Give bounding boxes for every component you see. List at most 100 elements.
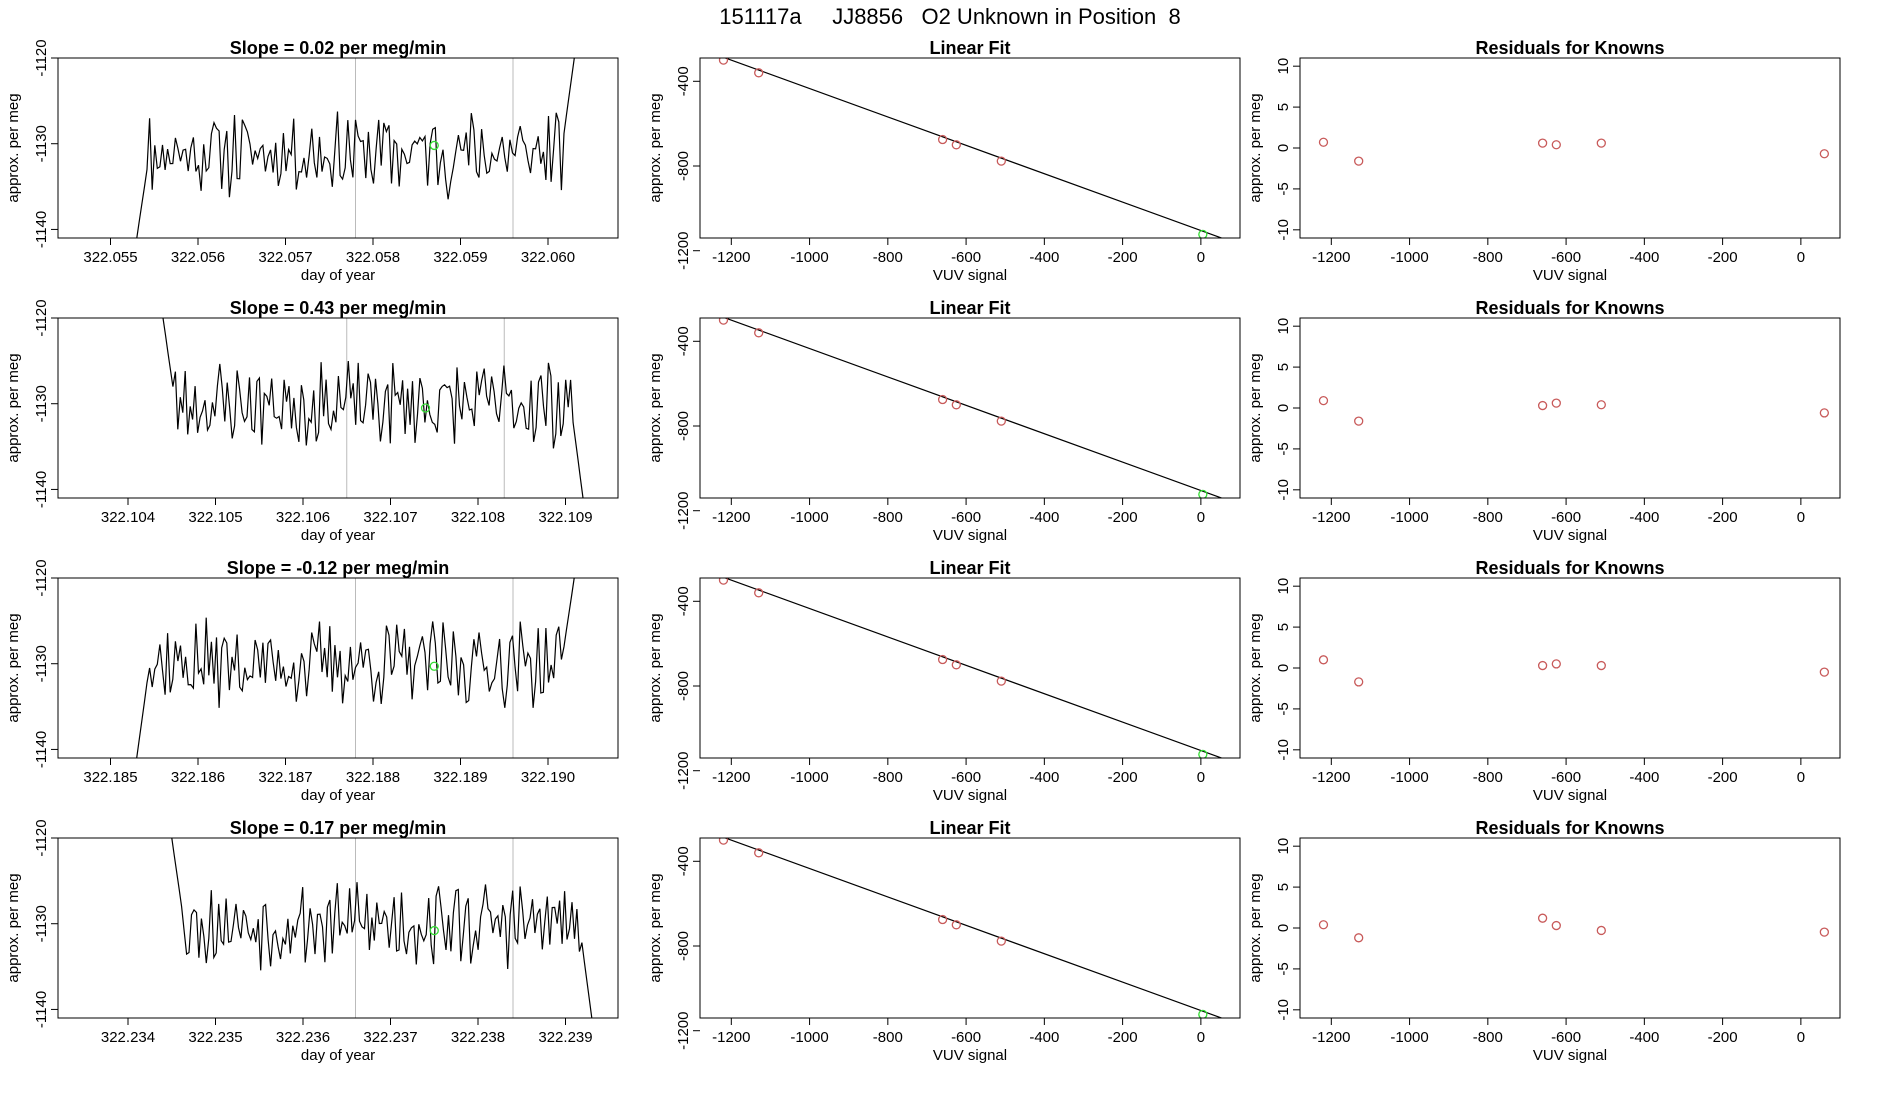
- y-axis-label: approx. per meg: [5, 873, 22, 982]
- x-tick-label: -800: [873, 769, 903, 786]
- y-tick-label: -1130: [33, 385, 50, 422]
- panel-title: Residuals for Knowns: [1475, 818, 1664, 838]
- y-axis-label: approx. per meg: [1247, 613, 1264, 722]
- x-tick-label: -1000: [790, 509, 828, 526]
- y-tick-label: 5: [1275, 623, 1292, 631]
- known-point: [1318, 395, 1329, 406]
- known-point: [1537, 660, 1548, 671]
- x-tick-label: 322.189: [433, 769, 487, 786]
- y-tick-label: -400: [675, 66, 692, 96]
- unknown-point: [1198, 749, 1208, 758]
- y-tick-label: -5: [1275, 182, 1292, 195]
- known-point: [754, 588, 764, 598]
- x-tick-label: -200: [1108, 509, 1138, 526]
- x-tick-label: -400: [1629, 769, 1659, 786]
- y-tick-label: -5: [1275, 442, 1292, 455]
- known-point: [1318, 920, 1329, 930]
- series-line: [136, 58, 575, 238]
- known-point: [996, 676, 1006, 686]
- y-tick-label: -800: [675, 151, 692, 181]
- plot-area: [171, 838, 593, 1018]
- plot-area: [1318, 395, 1829, 426]
- fit-line: [723, 578, 1224, 758]
- y-axis-label: approx. per meg: [647, 353, 664, 462]
- x-tick-label: 0: [1197, 509, 1205, 526]
- known-point: [1354, 156, 1364, 166]
- x-tick-label: 0: [1797, 249, 1805, 266]
- x-tick-label: -800: [873, 249, 903, 266]
- x-tick-label: -400: [1629, 249, 1659, 266]
- known-point: [996, 936, 1006, 946]
- y-tick-label: -800: [675, 411, 692, 441]
- x-tick-label: 322.108: [451, 509, 505, 526]
- known-point: [1819, 408, 1829, 418]
- y-axis-label: approx. per meg: [647, 873, 664, 982]
- x-axis-label: VUV signal: [933, 787, 1007, 804]
- x-tick-label: 322.057: [258, 249, 312, 266]
- known-point: [718, 578, 729, 585]
- known-point: [1537, 138, 1548, 148]
- known-point: [1222, 757, 1227, 758]
- plot-frame: [1299, 317, 1841, 499]
- y-tick-label: -400: [675, 846, 692, 876]
- series-line: [162, 318, 584, 498]
- x-tick-label: -800: [873, 509, 903, 526]
- fit-line: [723, 58, 1224, 238]
- x-tick-label: 322.106: [276, 509, 330, 526]
- x-tick-label: -200: [1708, 509, 1738, 526]
- x-tick-label: 322.104: [101, 509, 155, 526]
- panel-title: Slope = -0.12 per meg/min: [227, 558, 450, 578]
- unknown-point: [1198, 1009, 1208, 1018]
- y-tick-label: -1200: [675, 492, 692, 530]
- x-tick-label: -1000: [1390, 249, 1428, 266]
- known-point: [996, 156, 1006, 166]
- x-tick-label: -200: [1108, 769, 1138, 786]
- x-tick-label: -800: [1473, 769, 1503, 786]
- known-point: [1596, 138, 1606, 148]
- y-axis-label: approx. per meg: [647, 93, 664, 202]
- y-axis-label: approx. per meg: [1247, 873, 1264, 982]
- plot-frame: [1299, 837, 1841, 1019]
- known-point: [937, 654, 948, 665]
- y-tick-label: 10: [1275, 578, 1292, 595]
- known-point: [937, 134, 948, 145]
- x-tick-label: 322.190: [521, 769, 575, 786]
- y-tick-label: -1120: [33, 299, 50, 336]
- y-tick-label: -1120: [33, 559, 50, 596]
- plot-area: [136, 58, 575, 238]
- plot-frame: [1299, 57, 1841, 239]
- known-point: [1537, 400, 1548, 411]
- x-tick-label: -1000: [790, 1029, 828, 1046]
- y-tick-label: -400: [675, 326, 692, 356]
- y-tick-label: 0: [1275, 664, 1292, 672]
- x-tick-label: 322.237: [363, 1029, 417, 1046]
- unknown-point: [429, 140, 439, 151]
- plot-area: [718, 578, 1227, 758]
- x-tick-label: 0: [1797, 1029, 1805, 1046]
- known-point: [1354, 677, 1364, 687]
- page-title: 151117a JJ8856 O2 Unknown in Position 8: [719, 4, 1181, 29]
- x-tick-label: 322.056: [171, 249, 225, 266]
- x-tick-label: -200: [1708, 1029, 1738, 1046]
- y-tick-label: -800: [675, 671, 692, 701]
- known-point: [996, 416, 1006, 426]
- x-axis-label: VUV signal: [933, 1047, 1007, 1064]
- y-tick-label: -1200: [675, 1012, 692, 1050]
- y-axis-label: approx. per meg: [5, 93, 22, 202]
- x-tick-label: 322.236: [276, 1029, 330, 1046]
- x-axis-label: day of year: [301, 267, 375, 284]
- known-point: [1819, 927, 1829, 937]
- x-tick-label: -600: [951, 1029, 981, 1046]
- plot-area: [1318, 137, 1829, 166]
- plot-frame: [699, 317, 1241, 499]
- y-tick-label: -5: [1275, 962, 1292, 975]
- x-tick-label: 0: [1197, 249, 1205, 266]
- panel-title: Residuals for Knowns: [1475, 298, 1664, 318]
- x-tick-label: 322.185: [83, 769, 137, 786]
- known-point: [937, 394, 948, 405]
- known-point: [1222, 1017, 1227, 1018]
- plot-frame: [699, 57, 1241, 239]
- known-point: [1596, 925, 1606, 936]
- plot-area: [136, 578, 575, 758]
